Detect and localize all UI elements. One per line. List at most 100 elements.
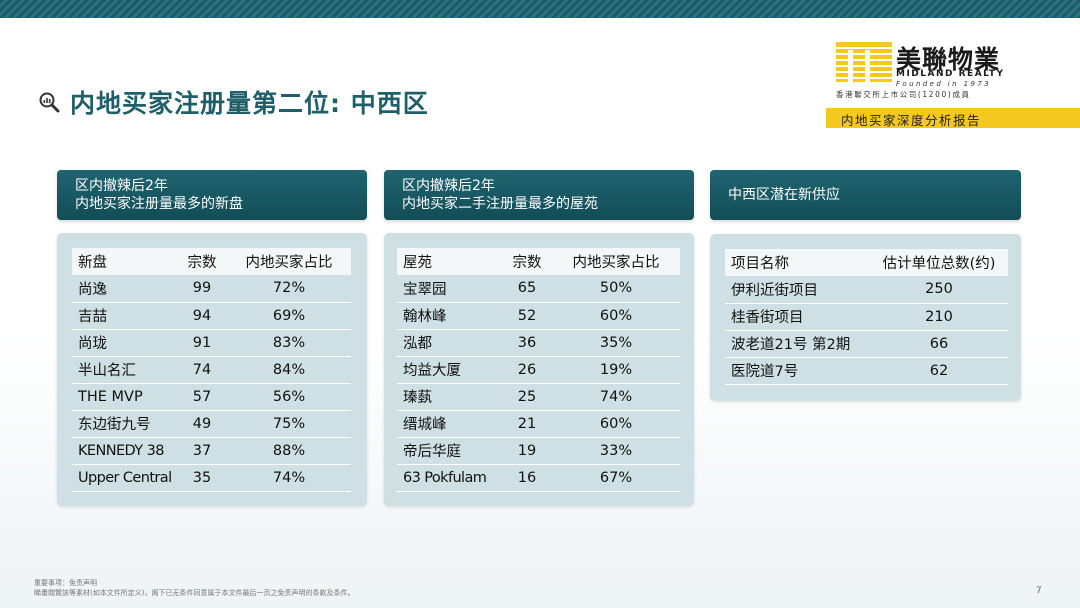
potential-supply-panel: 项目名称 估计单位总数(约) 伊利近街项目 250 桂香街项目 210 波老道21号… [710,234,1021,401]
estate-name-cell: 均益大厦 [397,356,502,384]
table-row: 尚逸 99 72% [72,275,351,303]
project-name-cell: Upper Central [72,464,177,492]
secondary-estates-header-line1: 区内撤辣后2年 [402,178,495,194]
column-header: 宗数 [177,248,227,275]
new-projects-panel: 新盘 宗数 内地买家占比 尚逸 99 72% 吉喆 94 69% 尚珑 91 83% 半山名… [57,233,367,506]
table-row: 医院道7号 62 [725,357,1008,385]
estate-name-cell: 瑧蓺 [397,383,502,411]
potential-supply-table: 项目名称 估计单位总数(约) 伊利近街项目 250 桂香街项目 210 波老道21号… [725,249,1008,385]
estate-name-cell: 63 Pokfulam [397,464,502,492]
count-cell: 49 [177,410,227,438]
table-row: 波老道21号 第2期 66 [725,330,1008,358]
disclaimer: 重要事项：免责声明 睇畫閱覽該等素材(如本文件所定义)，阁下已无条件同意属于本文… [34,578,354,598]
share-cell: 74% [552,383,680,411]
logo-chinese-name: 美聯物業 [896,45,1001,74]
table-row: 翰林峰 52 60% [397,302,680,330]
count-cell: 94 [177,302,227,330]
report-label: 内地买家深度分析报告 [841,113,982,128]
estate-name-cell: 翰林峰 [397,302,502,330]
share-cell: 83% [227,329,351,357]
share-cell: 19% [552,356,680,384]
project-name-cell: 吉喆 [72,302,177,330]
column-header: 估计单位总数(约) [870,249,1008,276]
project-name-cell: 尚珑 [72,329,177,357]
table-row: 缙城峰 21 60% [397,410,680,438]
table-row: 均益大厦 26 19% [397,356,680,384]
supply-project-cell: 伊利近街项目 [725,276,870,304]
count-cell: 65 [502,275,552,303]
disclaimer-line2: 睇畫閱覽該等素材(如本文件所定义)，阁下已无条件同意属于本文件最后一页之免责声明… [34,589,355,597]
column-header: 内地买家占比 [552,248,680,275]
table-row: 东边街九号 49 75% [72,410,351,438]
share-cell: 33% [552,437,680,465]
count-cell: 37 [177,437,227,465]
table-row: 帝后华庭 19 33% [397,437,680,465]
page-number: 7 [1036,586,1042,596]
share-cell: 35% [552,329,680,357]
new-projects-table: 新盘 宗数 内地买家占比 尚逸 99 72% 吉喆 94 69% 尚珑 91 83% 半山名… [72,248,351,492]
share-cell: 67% [552,464,680,492]
share-cell: 74% [227,464,351,492]
share-cell: 69% [227,302,351,330]
table-row: KENNEDY 38 37 88% [72,437,351,465]
project-name-cell: THE MVP [72,383,177,411]
count-cell: 91 [177,329,227,357]
title-row: 内地买家注册量第二位: 中西区 [38,84,429,120]
count-cell: 52 [502,302,552,330]
project-name-cell: 东边街九号 [72,410,177,438]
table-row: 泓都 36 35% [397,329,680,357]
share-cell: 72% [227,275,351,303]
table-row: 伊利近街项目 250 [725,276,1008,304]
logo-founded: Founded in 1973 [896,80,992,88]
units-cell: 210 [870,303,1008,331]
count-cell: 99 [177,275,227,303]
top-decorative-band [0,0,1080,18]
count-cell: 35 [177,464,227,492]
secondary-estates-panel: 屋苑 宗数 内地买家占比 宝翠园 65 50% 翰林峰 52 60% 泓都 36 35% 均… [384,233,694,506]
estate-name-cell: 泓都 [397,329,502,357]
potential-supply-header-text: 中西区潜在新供应 [728,187,840,203]
count-cell: 25 [502,383,552,411]
secondary-estates-table: 屋苑 宗数 内地买家占比 宝翠园 65 50% 翰林峰 52 60% 泓都 36 35% 均… [397,248,680,492]
table-row: 宝翠园 65 50% [397,275,680,303]
table-row: 尚珑 91 83% [72,329,351,357]
count-cell: 21 [502,410,552,438]
share-cell: 56% [227,383,351,411]
new-projects-header: 区内撤辣后2年 内地买家注册量最多的新盘 [57,170,367,220]
new-projects-header-line1: 区内撤辣后2年 [75,178,168,194]
logo-english-name: MIDLAND REALTY [896,69,1005,79]
logo-subtitle: 香港聯交所上市公司(1200)成員 [836,90,971,99]
supply-project-cell: 医院道7号 [725,357,870,385]
table-row: THE MVP 57 56% [72,383,351,411]
midland-logo: 美聯物業 MIDLAND REALTY Founded in 1973 香港聯交… [836,42,1016,102]
count-cell: 36 [502,329,552,357]
project-name-cell: 尚逸 [72,275,177,303]
table-header-row: 项目名称 估计单位总数(约) [725,249,1008,276]
share-cell: 60% [552,302,680,330]
share-cell: 75% [227,410,351,438]
column-header: 宗数 [502,248,552,275]
project-name-cell: 半山名汇 [72,356,177,384]
count-cell: 57 [177,383,227,411]
count-cell: 19 [502,437,552,465]
share-cell: 50% [552,275,680,303]
table-row: 吉喆 94 69% [72,302,351,330]
share-cell: 88% [227,437,351,465]
count-cell: 16 [502,464,552,492]
column-header: 屋苑 [397,248,502,275]
units-cell: 62 [870,357,1008,385]
column-header: 新盘 [72,248,177,275]
units-cell: 66 [870,330,1008,358]
secondary-estates-header-line2: 内地买家二手注册量最多的屋苑 [402,196,598,212]
new-projects-header-line2: 内地买家注册量最多的新盘 [75,196,243,212]
supply-project-cell: 桂香街项目 [725,303,870,331]
table-row: 63 Pokfulam 16 67% [397,464,680,492]
units-cell: 250 [870,276,1008,304]
table-row: 半山名汇 74 84% [72,356,351,384]
table-row: Upper Central 35 74% [72,464,351,492]
share-cell: 60% [552,410,680,438]
report-label-bar: 内地买家深度分析报告 [826,108,1080,128]
estate-name-cell: 宝翠园 [397,275,502,303]
column-header: 项目名称 [725,249,870,276]
table-header-row: 新盘 宗数 内地买家占比 [72,248,351,275]
